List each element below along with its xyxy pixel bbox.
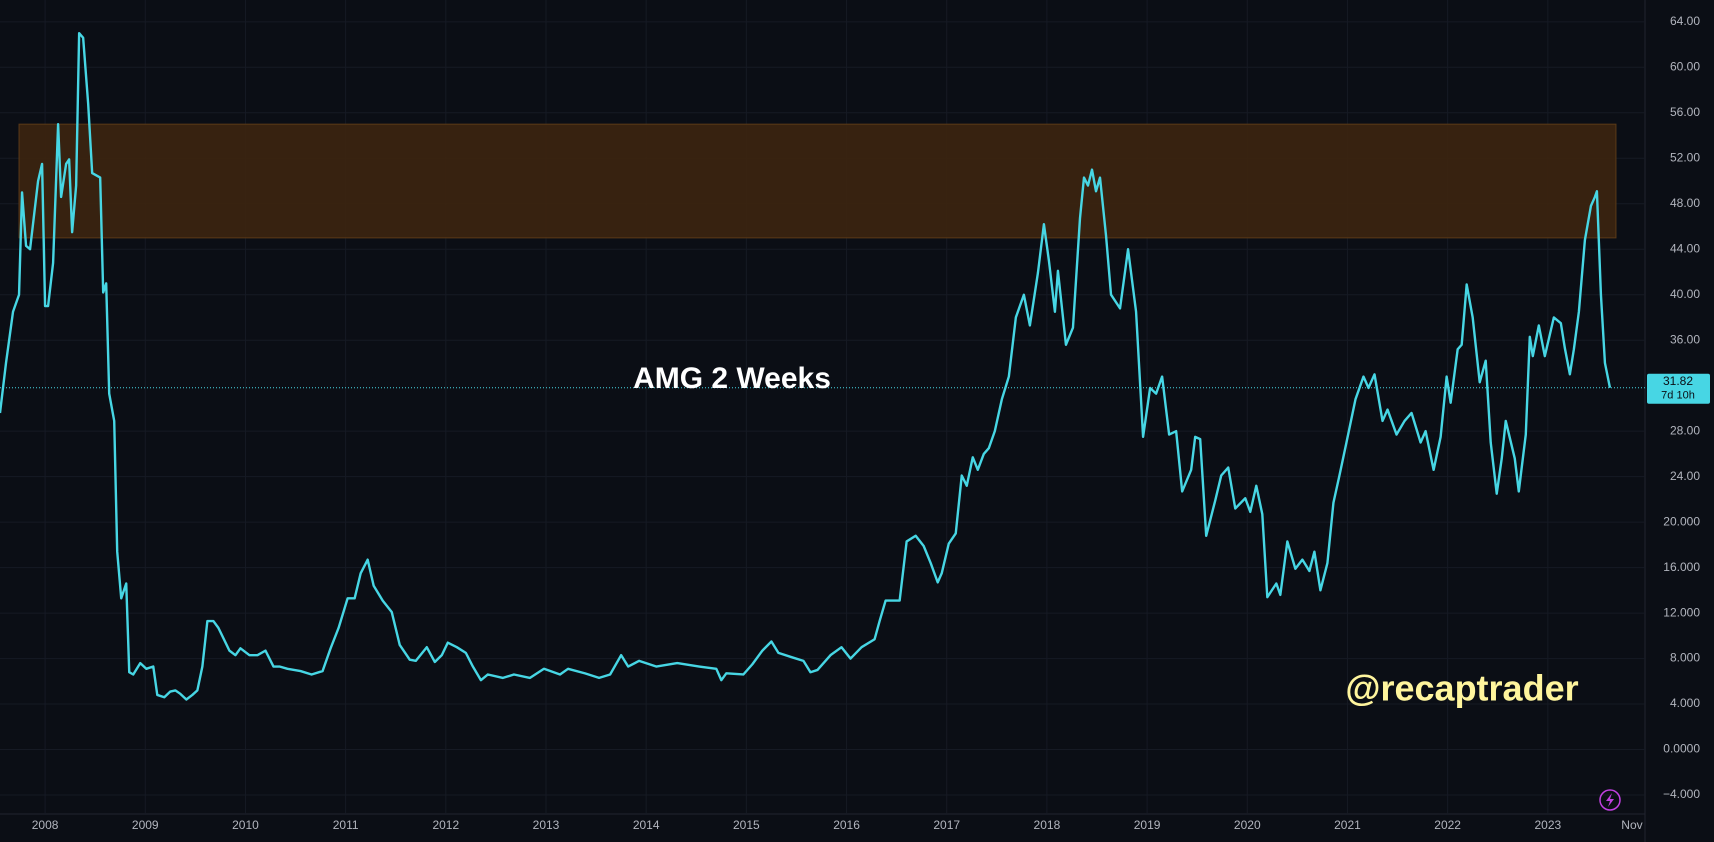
x-tick-label: 2015 bbox=[733, 818, 760, 832]
x-tick-label: 2013 bbox=[533, 818, 560, 832]
marks bbox=[0, 32, 1645, 701]
y-tick-label: 20.000 bbox=[1663, 514, 1700, 528]
zone bbox=[18, 123, 1617, 239]
y-tick-label: −4.000 bbox=[1663, 787, 1700, 801]
x-tick-label: 2017 bbox=[933, 818, 960, 832]
x-tick-label: 2016 bbox=[833, 818, 860, 832]
y-tick-label: 36.00 bbox=[1670, 332, 1700, 346]
y-tick-label: 16.000 bbox=[1663, 560, 1700, 574]
y-tick-label: 56.00 bbox=[1670, 105, 1700, 119]
x-tick-label: Nov bbox=[1621, 818, 1642, 832]
grid bbox=[0, 0, 1645, 814]
y-tick-label: 60.00 bbox=[1670, 59, 1700, 73]
x-tick-label: 2021 bbox=[1334, 818, 1361, 832]
y-tick-label: 28.00 bbox=[1670, 423, 1700, 437]
x-tick-label: 2018 bbox=[1034, 818, 1061, 832]
price-line bbox=[0, 32, 1612, 701]
x-tick-label: 2020 bbox=[1234, 818, 1261, 832]
y-tick-label: 4.000 bbox=[1670, 696, 1700, 710]
y-tick-label: 8.000 bbox=[1670, 651, 1700, 665]
x-tick-label: 2022 bbox=[1434, 818, 1461, 832]
y-tick-label: 0.0000 bbox=[1663, 742, 1700, 756]
x-tick-label: 2009 bbox=[132, 818, 159, 832]
x-tick-label: 2014 bbox=[633, 818, 660, 832]
x-tick-label: 2019 bbox=[1134, 818, 1161, 832]
y-tick-label: 12.000 bbox=[1663, 605, 1700, 619]
x-tick-label: 2008 bbox=[32, 818, 59, 832]
y-tick-label: 40.00 bbox=[1670, 287, 1700, 301]
countdown-label: 7d 10h bbox=[1661, 390, 1695, 402]
y-tick-label: 48.00 bbox=[1670, 196, 1700, 210]
last-price-box bbox=[1647, 373, 1710, 404]
x-tick-label: 2023 bbox=[1534, 818, 1561, 832]
y-tick-label: 52.00 bbox=[1670, 150, 1700, 164]
alert-bolt bbox=[1606, 793, 1614, 807]
watermark: @recaptrader bbox=[1345, 668, 1578, 709]
y-tick-label: 44.00 bbox=[1670, 241, 1700, 255]
chart-title: AMG 2 Weeks bbox=[633, 362, 831, 395]
y-tick-label: 64.00 bbox=[1670, 14, 1700, 28]
x-tick-label: 2012 bbox=[432, 818, 459, 832]
x-tick-label: 2010 bbox=[232, 818, 259, 832]
axes: 64.00 60.00 56.00 52.00 48.00 44.00 40.00 36.00… bbox=[32, 14, 1710, 832]
x-tick-label: 2011 bbox=[333, 818, 359, 832]
y-tick-label: 24.00 bbox=[1670, 469, 1700, 483]
last-price-label: 31.82 bbox=[1663, 374, 1693, 388]
alert-icon[interactable] bbox=[1599, 789, 1621, 811]
